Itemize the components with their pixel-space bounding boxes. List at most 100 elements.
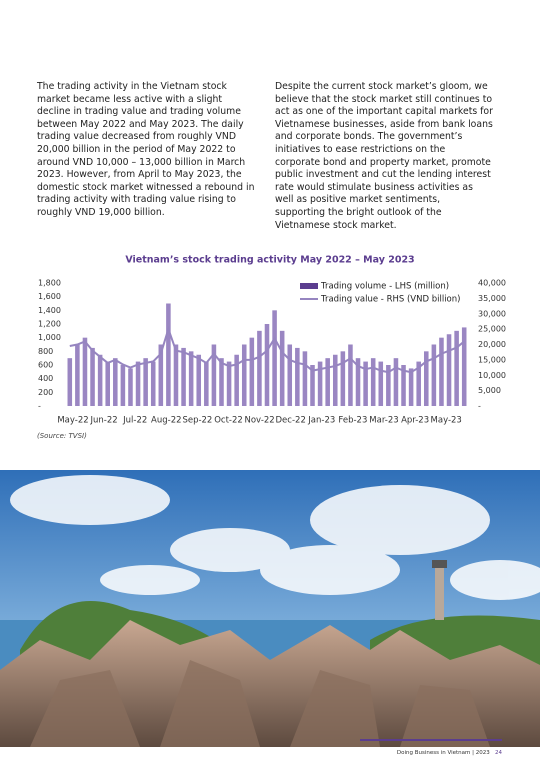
x-tick-label: Mar-23 [369, 416, 398, 426]
footer-text: Doing Business in Vietnam | 2023 [396, 750, 490, 756]
x-tick-label: Aug-22 [151, 416, 181, 426]
x-tick-label: Sep-22 [182, 416, 212, 426]
page-number: 24 [495, 750, 502, 756]
bar [181, 347, 186, 406]
x-tick-label: Dec-22 [276, 416, 306, 426]
legend-label: Trading value - RHS (VND billion) [320, 295, 460, 305]
legend-swatch [300, 283, 318, 289]
bar [340, 351, 346, 406]
bar [325, 358, 330, 406]
bar [424, 351, 429, 406]
x-tick-label: Jun-22 [90, 416, 118, 426]
bar [143, 358, 148, 406]
bar [105, 361, 110, 406]
y-tick-label: 200 [38, 388, 53, 397]
y2-tick-label: 15,000 [478, 355, 506, 364]
bar [166, 303, 171, 406]
bar [332, 354, 338, 406]
y2-tick-label: 25,000 [478, 325, 506, 334]
bar [264, 324, 270, 406]
bar [241, 344, 247, 406]
bar [97, 354, 103, 406]
photo [0, 470, 540, 747]
bar [128, 368, 133, 406]
y-tick-label: 400 [38, 374, 53, 383]
x-tick-label: Jul-22 [122, 416, 147, 426]
bar [302, 351, 308, 406]
bar [257, 330, 262, 406]
bar [287, 344, 293, 406]
y2-tick-label: 30,000 [478, 309, 506, 318]
bar [196, 354, 202, 406]
bar [310, 365, 315, 406]
bar [67, 358, 73, 406]
footer-rule [360, 739, 502, 741]
x-tick-label: May-22 [57, 416, 88, 426]
y-tick-label: 1,800 [38, 279, 61, 288]
footer: Doing Business in Vietnam | 2023 24 [397, 750, 502, 756]
x-tick-label: Nov-22 [244, 416, 274, 426]
y2-tick-label: 35,000 [478, 294, 506, 303]
y-tick-label: 800 [38, 347, 53, 356]
bar [416, 361, 421, 406]
line [69, 325, 465, 374]
bar [113, 358, 118, 406]
bar [378, 361, 384, 406]
y2-tick-label: 40,000 [478, 279, 506, 288]
y2-tick-label: - [478, 402, 481, 411]
bar [249, 337, 255, 406]
y-tick-label: 1,400 [38, 306, 61, 315]
bar [226, 361, 232, 406]
bar [454, 330, 459, 406]
x-tick-label: May-23 [431, 416, 462, 426]
chart-title: Vietnam’s stock trading activity May 202… [125, 255, 414, 266]
bar [211, 344, 217, 406]
body-right: Despite the current stock market’s gloom… [275, 81, 493, 231]
y-tick-label: 1,200 [38, 320, 61, 329]
x-tick-label: Jan-23 [307, 416, 335, 426]
bar [386, 365, 391, 406]
legend-label: Trading volume - LHS (million) [320, 282, 449, 292]
y-tick-label: 600 [38, 361, 53, 370]
y-tick-label: - [38, 402, 41, 411]
bar [431, 344, 437, 406]
bar [219, 358, 224, 406]
bar [317, 361, 323, 406]
body-left: The trading activity in the Vietnam stoc… [37, 81, 255, 218]
source: (Source: TVSI) [37, 432, 87, 440]
bar [393, 358, 399, 406]
y2-tick-label: 20,000 [478, 340, 506, 349]
bar [408, 368, 414, 406]
bar [135, 361, 141, 406]
y2-tick-label: 10,000 [478, 371, 506, 380]
bar [272, 310, 277, 406]
bar [439, 337, 444, 406]
x-tick-label: Apr-23 [401, 416, 429, 426]
y-tick-label: 1,600 [38, 292, 61, 301]
bar [348, 344, 353, 406]
bar [204, 361, 209, 406]
bar [363, 361, 368, 406]
bar [150, 361, 156, 406]
bar [461, 327, 467, 406]
bar [90, 347, 95, 406]
bar [370, 358, 376, 406]
bar [295, 347, 300, 406]
bar [279, 330, 285, 406]
chart: Vietnam’s stock trading activity May 202… [38, 255, 506, 426]
x-tick-label: Feb-23 [338, 416, 367, 426]
bar [401, 365, 406, 406]
bar [188, 351, 194, 406]
x-tick-label: Oct-22 [214, 416, 243, 426]
bar [446, 334, 452, 406]
bar [355, 358, 361, 406]
bar [158, 344, 164, 406]
bar [173, 344, 179, 406]
bar [120, 365, 126, 406]
bar [75, 344, 80, 406]
bar [82, 337, 88, 406]
bar [234, 354, 239, 406]
y2-tick-label: 5,000 [478, 386, 501, 395]
y-tick-label: 1,000 [38, 333, 61, 342]
